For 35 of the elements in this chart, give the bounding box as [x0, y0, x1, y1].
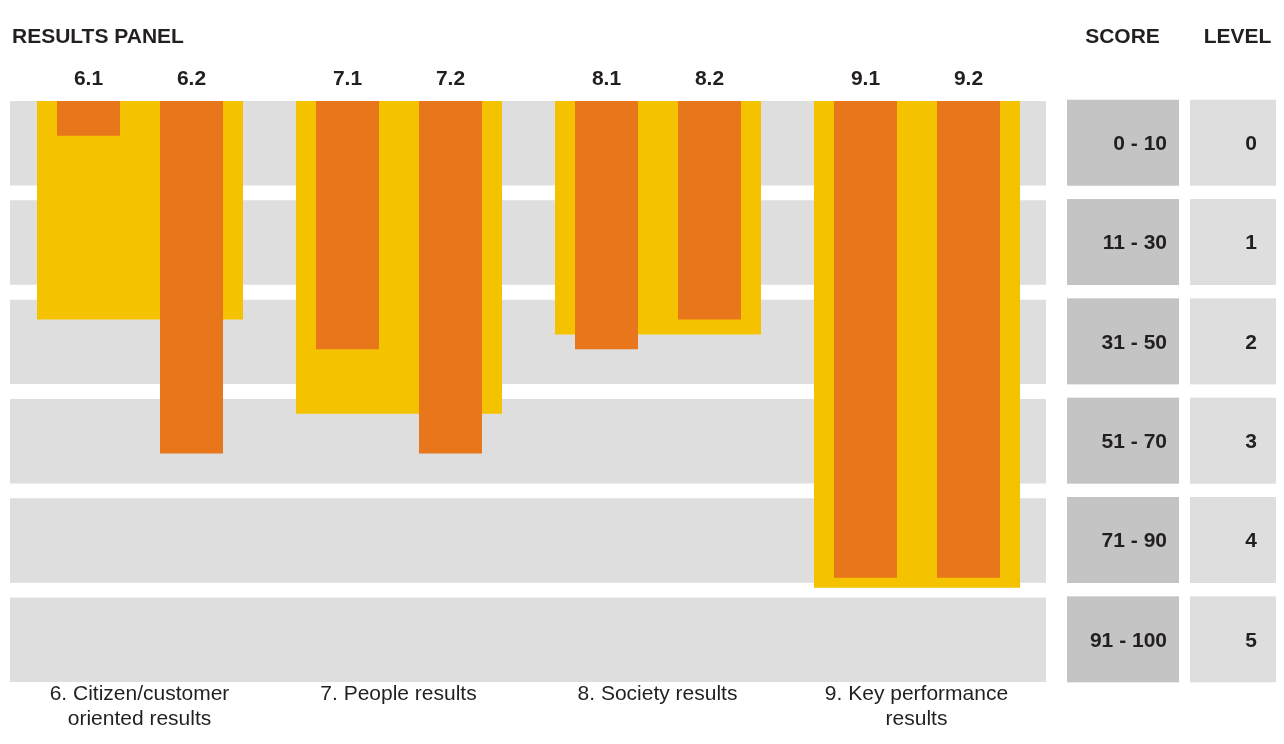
- text: SCORE: [1084, 24, 1161, 48]
- bar: [57, 101, 120, 136]
- bar: [316, 101, 379, 350]
- bar: [937, 101, 1000, 578]
- text: 91 - 100: [1089, 627, 1167, 651]
- bar: [834, 101, 897, 578]
- text: 71 - 90: [1101, 528, 1167, 552]
- x-tick-label: 7. People results: [320, 680, 477, 704]
- x-tick-label: 9. Key performance results: [824, 680, 1009, 729]
- y-tick-label: 4: [1245, 528, 1258, 552]
- annotation: 7.2: [435, 66, 466, 89]
- y-axis-title: LEVEL: [1202, 24, 1273, 48]
- x-tick-label: 6. Citizen/customer oriented results: [49, 680, 230, 729]
- y-tick-label: 0: [1245, 131, 1257, 155]
- bar: [160, 101, 223, 454]
- annotation: 9.2: [953, 66, 984, 89]
- y-tick-label: 5: [1245, 627, 1258, 651]
- y-tick-label: 2: [1245, 329, 1257, 353]
- text: 31 - 50: [1101, 329, 1167, 353]
- y-tick-label: 3: [1245, 429, 1257, 453]
- bar: [575, 101, 638, 350]
- annotation: 8.2: [694, 66, 725, 89]
- annotation: 9.1: [850, 66, 881, 89]
- bar: [419, 101, 482, 454]
- x-tick-label: 8. Society results: [577, 680, 738, 704]
- annotation: 8.1: [591, 66, 622, 89]
- annotation: 6.1: [73, 66, 104, 89]
- text: 0 - 10: [1113, 131, 1167, 155]
- chart-title: RESULTS PANEL: [12, 24, 184, 48]
- y-tick-label: 1: [1245, 230, 1258, 254]
- annotation: 7.1: [332, 66, 363, 89]
- annotation: 6.2: [176, 66, 207, 89]
- text: 11 - 30: [1102, 230, 1167, 254]
- text: 51 - 70: [1101, 429, 1167, 453]
- bar: [678, 101, 741, 320]
